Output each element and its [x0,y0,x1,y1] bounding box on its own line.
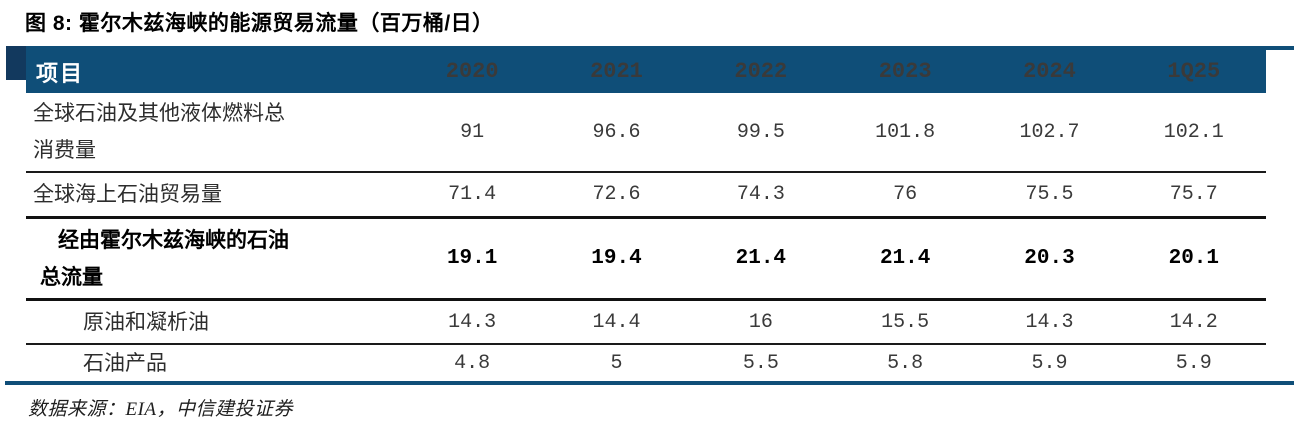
value-cell: 102.7 [1019,120,1080,144]
value-cell: 20.1 [1168,247,1220,270]
table-bottom-rule [5,381,1294,385]
value-cell: 16 [748,310,773,334]
value-cell: 21.4 [735,247,787,270]
header-cell-item: 项目 [36,60,85,86]
value-cell: 5.8 [887,351,924,375]
value-cell: 14.3 [448,310,497,334]
data-table: 项目 2020 2021 2022 2023 2024 1Q25 全球石油及其他… [26,50,1266,381]
table-row-crude-condensate: 原油和凝析油 14.3 14.4 16 15.5 14.3 14.2 [26,298,1266,343]
table-row-seaborne-trade: 全球海上石油贸易量 71.4 72.6 74.3 76 75.5 75.7 [26,171,1266,216]
value-cell: 21.4 [879,247,931,270]
header-cell-1q25: 1Q25 [1167,59,1221,84]
value-cell: 20.3 [1024,247,1075,270]
table-header-row: 项目 2020 2021 2022 2023 2024 1Q25 [26,50,1266,93]
row-label: 石油产品 [83,350,167,375]
table-row-petroleum-products: 石油产品 4.8 5 5.5 5.8 5.9 5.9 [26,343,1266,381]
value-cell: 14.2 [1169,310,1218,334]
value-cell: 75.7 [1169,183,1218,206]
value-cell: 15.5 [881,310,930,334]
value-cell: 19.1 [446,247,498,270]
header-cell-2022: 2022 [734,59,788,84]
row-label: 原油和凝析油 [83,309,209,334]
header-cell-2020: 2020 [445,59,499,84]
source-note: 数据来源：EIA，中信建投证券 [28,399,294,420]
value-cell: 75.5 [1025,183,1074,206]
header-cell-2023: 2023 [878,59,932,84]
value-cell: 74.3 [736,183,785,206]
table-row-hormuz-total-flow: 经由霍尔木兹海峡的石油 总流量 19.1 19.4 21.4 21.4 20.3… [26,216,1266,298]
value-cell: 4.8 [454,351,491,375]
value-cell: 72.6 [592,183,641,206]
figure-title: 图 8: 霍尔木兹海峡的能源贸易流量（百万桶/日） [25,12,494,35]
row-label: 经由霍尔木兹海峡的石油 总流量 [40,227,289,289]
value-cell: 102.1 [1163,120,1224,144]
value-cell: 5.9 [1175,351,1212,375]
row-label: 全球石油及其他液体燃料总 消费量 [33,101,285,162]
value-cell: 91 [460,120,485,144]
value-cell: 5.5 [742,351,779,375]
value-cell: 99.5 [736,120,785,144]
title-underline-rule [6,46,1294,50]
value-cell: 14.3 [1025,310,1074,334]
value-cell: 19.4 [591,247,642,270]
row-label: 全球海上石油贸易量 [33,182,222,206]
value-cell: 14.4 [592,310,641,334]
header-cell-2021: 2021 [590,59,643,84]
value-cell: 5.9 [1031,351,1068,375]
value-cell: 96.6 [592,120,641,144]
header-cell-2024: 2024 [1023,59,1076,84]
value-cell: 5 [610,351,623,375]
value-cell: 76 [893,183,918,206]
value-cell: 101.8 [875,120,936,144]
accent-square [6,46,26,80]
value-cell: 71.4 [448,183,497,206]
table-row-global-consumption: 全球石油及其他液体燃料总 消费量 91 96.6 99.5 101.8 102.… [26,93,1266,171]
